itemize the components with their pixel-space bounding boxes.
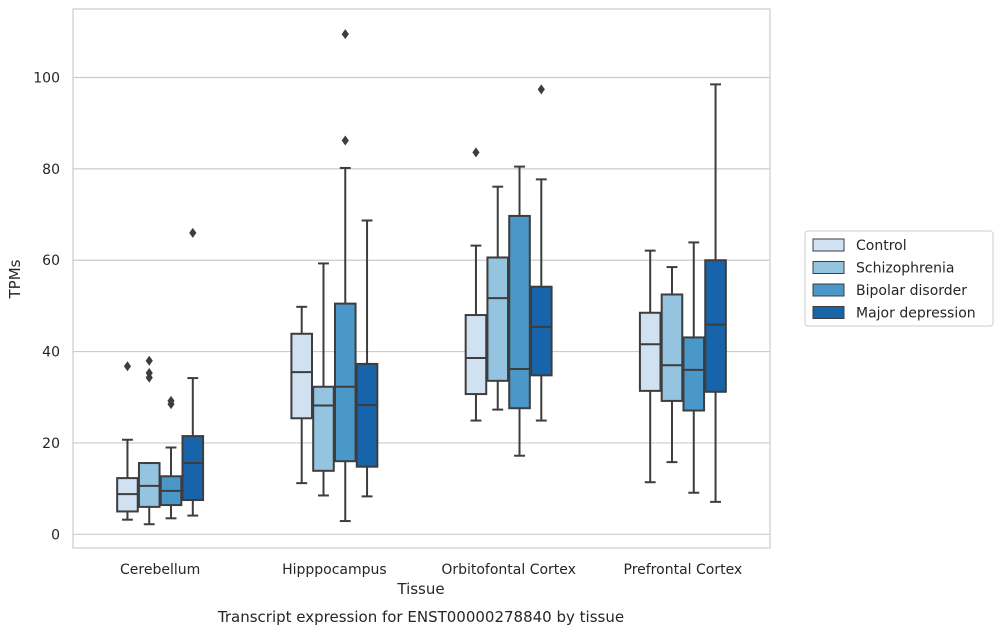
box-control <box>464 147 488 422</box>
box-schizophrenia <box>312 262 335 497</box>
outlier-marker <box>123 361 132 372</box>
box-major-depression <box>355 219 379 498</box>
legend-swatch <box>812 261 845 274</box>
box-bipolar-disorder <box>333 29 357 523</box>
box-bipolar-disorder <box>508 165 531 457</box>
legend: Control Schizophrenia Bipolar disorder Majo… <box>804 230 994 327</box>
legend-swatch <box>812 238 845 252</box>
chart-title: Transcript expression for ENST0000027884… <box>217 608 624 626</box>
legend-frame <box>804 230 994 327</box>
legend-swatch <box>812 306 845 319</box>
x-tick-label: Orbitofontal Cortex <box>441 562 576 578</box>
y-axis-label: TPMs <box>6 259 24 299</box>
box-schizophrenia <box>137 355 161 526</box>
x-axis-label: Tissue <box>396 580 444 598</box>
x-tick-label: Prefrontal Cortex <box>624 562 743 578</box>
box-iqr <box>486 256 510 382</box>
outlier-marker <box>537 84 545 95</box>
plot-frame <box>72 8 771 549</box>
box-bipolar-disorder <box>682 241 706 494</box>
legend-label: Major depression <box>856 306 976 322</box>
box-control <box>638 249 662 484</box>
box-iqr <box>333 302 357 463</box>
box-control <box>290 305 313 485</box>
box-iqr <box>660 293 684 402</box>
legend-label: Bipolar disorder <box>856 283 967 299</box>
y-tick-label: 20 <box>42 436 60 452</box>
y-tick-label: 60 <box>42 253 60 269</box>
box-control <box>116 361 139 521</box>
box-iqr <box>290 332 313 420</box>
box-schizophrenia <box>660 266 684 464</box>
box-major-depression <box>181 227 205 517</box>
outlier-marker <box>472 147 480 158</box>
box-iqr <box>312 385 335 472</box>
box-iqr <box>181 435 205 502</box>
box-major-depression <box>704 83 727 503</box>
y-tick-labels: 0 20 40 60 80 100 <box>33 71 60 544</box>
legend-swatch <box>812 283 845 297</box>
box-bipolar-disorder <box>159 395 183 520</box>
y-tick-label: 100 <box>33 71 60 87</box>
legend-label: Control <box>856 238 907 254</box>
outlier-marker <box>341 29 349 40</box>
box-iqr <box>355 362 379 468</box>
outlier-marker <box>167 395 175 406</box>
x-tick-label: Hipppocampus <box>282 562 387 578</box>
box-iqr <box>638 311 662 392</box>
box-iqr <box>704 259 727 393</box>
y-tick-label: 0 <box>51 527 60 543</box>
outlier-marker <box>341 135 349 146</box>
box-iqr <box>464 314 488 396</box>
y-tick-label: 80 <box>42 162 60 178</box>
box-schizophrenia <box>486 185 510 411</box>
outlier-marker <box>145 368 153 379</box>
box-iqr <box>682 336 706 412</box>
legend-label: Schizophrenia <box>856 261 954 277</box>
x-tick-label: Cerebellum <box>120 562 200 578</box>
boxes <box>116 29 727 526</box>
box-iqr <box>530 285 553 377</box>
box-major-depression <box>530 84 553 422</box>
y-tick-label: 40 <box>42 345 60 361</box>
box-iqr <box>508 214 531 410</box>
x-tick-labels: Cerebellum Hipppocampus Orbitofontal Corte… <box>120 562 742 578</box>
outlier-marker <box>145 355 153 366</box>
outlier-marker <box>189 227 197 238</box>
